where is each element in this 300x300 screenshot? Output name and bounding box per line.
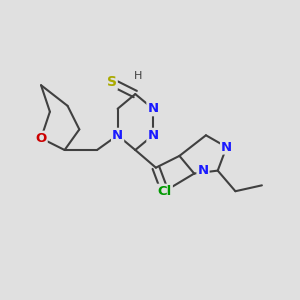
Text: N: N [112,129,123,142]
Text: S: S [107,75,117,89]
Text: N: N [147,102,158,115]
Text: N: N [147,129,158,142]
Text: H: H [134,71,142,81]
Text: N: N [221,141,232,154]
Text: Cl: Cl [158,185,172,198]
Text: O: O [35,132,47,145]
Text: N: N [197,164,208,177]
